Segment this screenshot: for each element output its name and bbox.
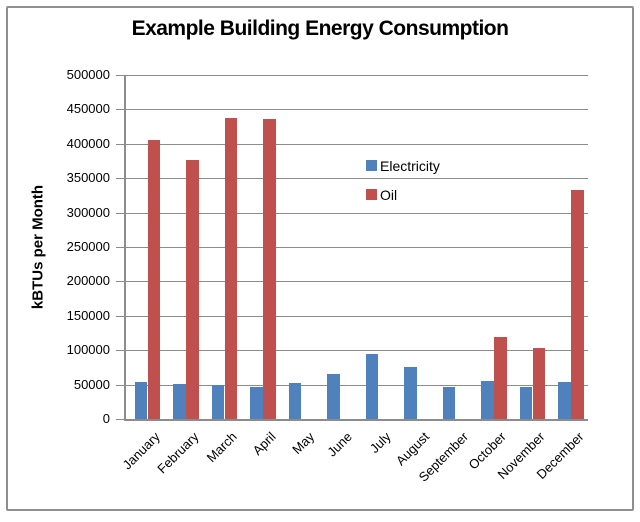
oil-swatch-icon bbox=[366, 189, 377, 200]
gridline bbox=[126, 178, 588, 180]
bar-oil-october bbox=[494, 337, 507, 419]
y-axis-tick-label: 50000 bbox=[73, 376, 110, 392]
legend-label-oil: Oil bbox=[380, 186, 398, 203]
y-axis-tick-label: 0 bbox=[102, 411, 110, 426]
y-axis-tick-label: 350000 bbox=[66, 170, 110, 186]
bar-oil-february bbox=[186, 160, 199, 419]
y-axis-tick-label: 150000 bbox=[66, 307, 110, 323]
legend-item-oil: Oil bbox=[366, 180, 440, 209]
electricity-swatch-icon bbox=[366, 160, 377, 171]
y-axis-title: kBTUs per Month bbox=[29, 184, 47, 310]
gridline bbox=[126, 109, 588, 111]
chart-border bbox=[6, 6, 634, 511]
y-axis-tick bbox=[116, 212, 126, 214]
bar-electricity-november bbox=[519, 387, 533, 419]
y-axis-tick-label: 400000 bbox=[66, 135, 110, 151]
bar-electricity-march bbox=[211, 385, 225, 419]
y-axis-tick bbox=[116, 384, 126, 386]
gridline bbox=[126, 212, 588, 214]
y-axis-tick bbox=[116, 350, 126, 352]
bar-electricity-february bbox=[173, 383, 186, 419]
y-axis-tick-label: 200000 bbox=[66, 273, 110, 289]
y-axis-tick-label: 100000 bbox=[66, 342, 110, 358]
bar-electricity-august bbox=[404, 367, 417, 419]
y-axis-tick bbox=[116, 315, 126, 317]
legend-item-electricity: Electricity bbox=[366, 151, 440, 180]
bar-electricity-may bbox=[288, 382, 302, 419]
y-axis-tick-label: 250000 bbox=[66, 239, 110, 254]
chart-title: Example Building Energy Consumption bbox=[131, 17, 509, 40]
bar-oil-january bbox=[147, 140, 161, 419]
y-axis-tick bbox=[116, 75, 126, 76]
gridline bbox=[126, 281, 588, 283]
legend: Electricity Oil bbox=[366, 151, 440, 209]
y-axis-tick bbox=[116, 109, 126, 111]
bar-electricity-july bbox=[365, 353, 379, 419]
y-axis-tick-label: 450000 bbox=[66, 101, 110, 117]
bar-electricity-april bbox=[250, 387, 263, 419]
bar-oil-december bbox=[571, 189, 584, 419]
legend-label-electricity: Electricity bbox=[380, 157, 440, 174]
y-axis-tick bbox=[116, 281, 126, 283]
bar-electricity-january bbox=[134, 381, 148, 419]
bar-electricity-december bbox=[558, 381, 571, 419]
bar-electricity-september bbox=[442, 386, 456, 419]
y-axis-tick bbox=[116, 178, 126, 180]
y-axis-tick-label: 500000 bbox=[66, 67, 110, 82]
bar-oil-november bbox=[532, 348, 546, 419]
gridline bbox=[126, 143, 588, 145]
bar-electricity-june bbox=[327, 374, 340, 419]
y-axis-tick bbox=[116, 419, 126, 420]
y-axis-tick bbox=[116, 247, 126, 248]
bar-electricity-october bbox=[481, 381, 494, 419]
plot-area bbox=[116, 75, 588, 421]
gridline bbox=[126, 384, 588, 386]
y-axis-tick-label: 300000 bbox=[66, 204, 110, 220]
bar-oil-march bbox=[224, 118, 238, 419]
gridline bbox=[126, 247, 588, 248]
bar-oil-april bbox=[263, 119, 276, 419]
gridline bbox=[126, 75, 588, 76]
y-axis-tick bbox=[116, 143, 126, 145]
gridline bbox=[126, 315, 588, 317]
gridline bbox=[126, 350, 588, 352]
